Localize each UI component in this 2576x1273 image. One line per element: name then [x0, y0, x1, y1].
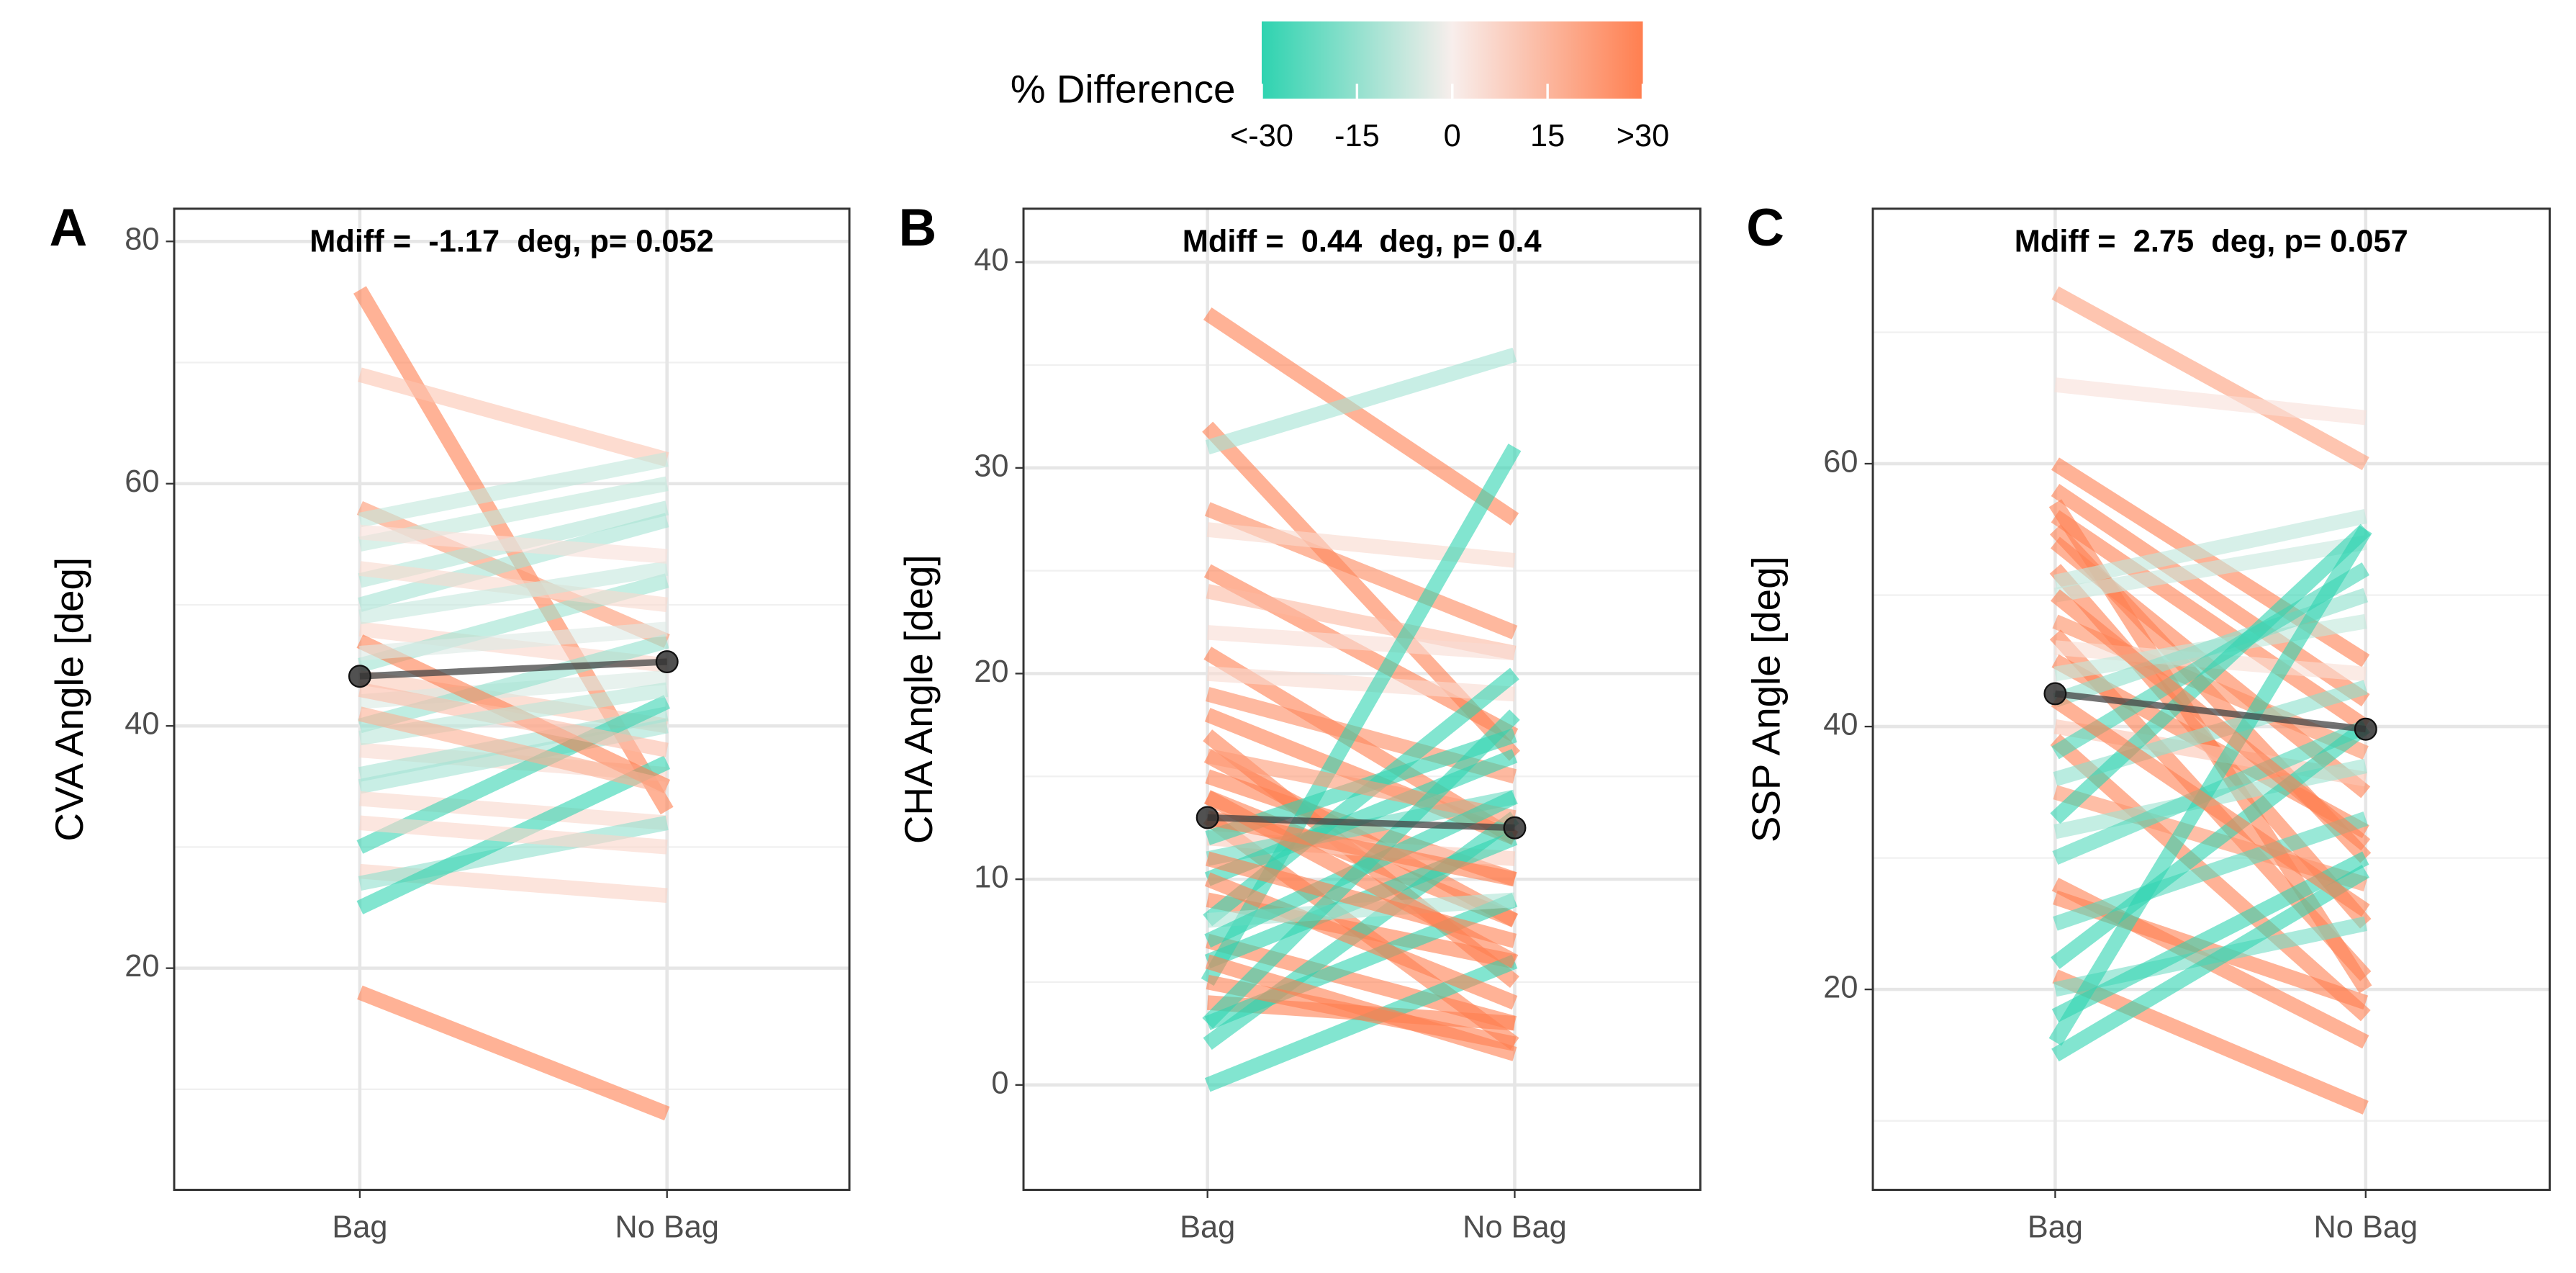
y-tick-label: 40: [974, 243, 1008, 278]
x-tick-label: Bag: [332, 1210, 387, 1245]
subject-line: [1202, 709, 1520, 1029]
x-tick-label: No Bag: [615, 1210, 719, 1245]
subject-line: [358, 815, 669, 891]
y-tick-label: 20: [1823, 971, 1858, 1005]
y-tick-label: 20: [974, 655, 1008, 689]
x-tick-label: Bag: [1180, 1210, 1235, 1245]
annotation: Mdiff = 2.75 deg, p= 0.057: [2015, 224, 2408, 258]
subject-line: [357, 985, 670, 1121]
subject-line: [2051, 720, 2371, 969]
subject-line: [358, 452, 669, 528]
y-tick-label: 20: [125, 949, 159, 984]
subject-line: [2051, 510, 2370, 733]
x-tick-label: No Bag: [2313, 1210, 2418, 1245]
panel: 20 40 60 80 Bag No Bag Mdiff = -1.17 deg, p= 0…: [47, 199, 851, 1245]
panel-label: A: [50, 199, 88, 257]
plot-border: [1022, 207, 1701, 1191]
subject-line: [2053, 811, 2369, 931]
mean-point: [348, 665, 371, 688]
y-tick-label: 10: [974, 860, 1008, 895]
mean-point: [2043, 682, 2067, 706]
panel: 0 10 20 30 40 Bag No Bag Mdiff = 0.44 deg, p= 0…: [896, 199, 1701, 1245]
colorbar-tick-label: -15: [1334, 119, 1380, 153]
subject-line: [2050, 589, 2371, 851]
y-tick-label: 40: [125, 707, 159, 742]
subject-line: [358, 634, 669, 734]
colorbar-tick-label: 0: [1444, 119, 1461, 153]
mean-point: [655, 650, 679, 674]
mean-line: [2054, 690, 2367, 733]
subject-line: [1206, 851, 1517, 948]
subject-line: [2051, 694, 2370, 917]
subject-line: [358, 513, 669, 612]
y-tick-label: 60: [125, 464, 159, 499]
subject-line: [359, 815, 668, 855]
y-tick-label: 80: [125, 222, 159, 257]
x-tick-label: Bag: [2028, 1210, 2083, 1245]
plot-border: [1871, 207, 2551, 1191]
subject-line: [1206, 933, 1517, 1031]
colorbar-tick-label: <-30: [1230, 119, 1293, 153]
mean-line: [359, 658, 667, 680]
subject-line: [1205, 347, 1517, 455]
subject-line: [1206, 522, 1516, 568]
subject-line: [2053, 508, 2367, 590]
subject-line: [2051, 865, 2370, 1062]
subject-line: [1206, 666, 1516, 702]
subject-line: [359, 621, 668, 661]
y-axis-label: CHA Angle [deg]: [896, 554, 941, 844]
subject-line: [358, 706, 669, 794]
mean-point: [1196, 806, 1219, 829]
panel-label: B: [899, 199, 937, 257]
mean-point: [2354, 717, 2377, 741]
colorbar-tick-label: >30: [1617, 119, 1670, 153]
legend-title: % Difference: [1011, 66, 1236, 111]
subject-line: [2050, 523, 2371, 824]
y-tick-label: 40: [1823, 708, 1858, 742]
mean-point: [1503, 816, 1527, 840]
subject-line: [1203, 811, 1519, 1050]
subject-line: [2052, 969, 2369, 1115]
subject-line: [2054, 377, 2367, 426]
plot-border: [173, 207, 851, 1191]
subject-line: [2048, 525, 2372, 1046]
subject-line: [359, 791, 668, 831]
subject-line: [2051, 286, 2369, 470]
subject-line: [358, 367, 669, 467]
y-axis-label: CVA Angle [deg]: [47, 557, 91, 842]
subject-line: [359, 524, 668, 564]
subject-line: [1206, 810, 1517, 887]
annotation: Mdiff = 0.44 deg, p= 0.4: [1183, 224, 1542, 258]
colorbar-tick-label: 15: [1530, 119, 1565, 153]
y-tick-label: 30: [974, 449, 1008, 483]
subject-line: [1206, 748, 1517, 825]
subject-line: [2051, 562, 2370, 760]
y-tick-label: 0: [991, 1066, 1008, 1100]
subject-line: [1203, 307, 1519, 526]
subject-line: [358, 561, 669, 624]
annotation: Mdiff = -1.17 deg, p= 0.052: [309, 224, 713, 258]
mean-line: [1207, 814, 1515, 832]
subject-line: [2053, 535, 2367, 603]
x-tick-label: No Bag: [1463, 1210, 1567, 1245]
y-axis-label: SSP Angle [deg]: [1744, 556, 1789, 842]
panel-label: C: [1746, 199, 1784, 257]
subject-line: [1204, 872, 1518, 1010]
y-tick-label: 60: [1823, 444, 1858, 479]
panel: 20 40 60 Bag No Bag Mdiff = 2.75 deg, p= 0.05…: [1744, 199, 2551, 1245]
subject-line: [1206, 625, 1516, 661]
